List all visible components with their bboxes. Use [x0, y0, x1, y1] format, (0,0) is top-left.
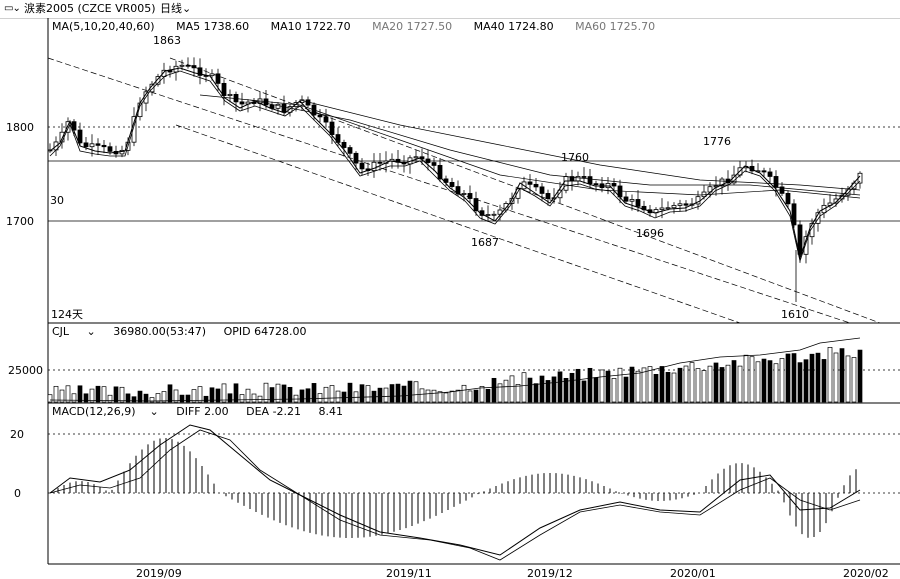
chart-icon[interactable]: ▭⌄ [4, 3, 21, 14]
ma20-value: MA20 1727.50 [372, 20, 453, 33]
macd-histogram [51, 438, 857, 538]
ma10-value: MA10 1722.70 [270, 20, 351, 33]
days-count: 124天 [51, 308, 83, 321]
macd-lines [49, 424, 861, 561]
x-label-3: 2020/01 [670, 567, 716, 579]
diff-value: DIFF 2.00 [176, 405, 229, 418]
price-tick-1800: 1800 [6, 121, 34, 134]
annotation-low1: 1687 [471, 236, 499, 249]
ma-indicator-label[interactable]: MA(5,10,20,40,60) [52, 20, 155, 33]
macd-value: 8.41 [318, 405, 344, 418]
ma-legend: MA(5,10,20,40,60) MA5 1738.60 MA10 1722.… [52, 20, 673, 33]
volume-value: 36980.00(53:47) [113, 325, 207, 338]
macd-indicator-label[interactable]: MACD(12,26,9) ⌄ [52, 405, 159, 418]
annotation-low3: 1610 [781, 308, 809, 321]
moving-average-lines [49, 67, 861, 263]
volume-tick: 25000 [8, 364, 43, 377]
chevron-down-icon: ⌄ [182, 2, 192, 15]
volume-bars [47, 337, 863, 403]
volume-legend: CJL ⌄ 36980.00(53:47) OPID 64728.00 [52, 325, 321, 338]
toolbar: ▭⌄ 涙素2005 (CZCE VR005) 日线⌄ [0, 0, 900, 19]
dea-value: DEA -2.21 [246, 405, 302, 418]
instrument-title[interactable]: 涙素2005 (CZCE VR005) [24, 2, 156, 15]
annotation-mid1: 1760 [561, 151, 589, 164]
macd-legend: MACD(12,26,9) ⌄ DIFF 2.00 DEA -2.21 8.41 [52, 405, 357, 418]
annotation-low2: 1696 [636, 227, 664, 240]
candlestick-series [47, 57, 863, 302]
x-label-0: 2019/09 [136, 567, 182, 579]
x-label-1: 2019/11 [386, 567, 432, 579]
price-tick-1700: 1700 [6, 215, 34, 228]
x-label-4: 2020/02 [843, 567, 889, 579]
period-label: 日线 [160, 2, 182, 15]
annotation-high: 1863 [153, 34, 181, 47]
macd-tick-0: 0 [14, 487, 21, 500]
ma60-value: MA60 1725.70 [575, 20, 656, 33]
annotation-high2: 1776 [703, 135, 731, 148]
ma40-value: MA40 1724.80 [473, 20, 554, 33]
left-edge-label: 30 [50, 194, 64, 207]
macd-tick-20: 20 [10, 428, 24, 441]
volume-indicator-label[interactable]: CJL ⌄ [52, 325, 96, 338]
opid-value: OPID 64728.00 [223, 325, 307, 338]
period-selector[interactable]: 日线⌄ [160, 0, 191, 18]
ma5-value: MA5 1738.60 [176, 20, 250, 33]
x-label-2: 2019/12 [527, 567, 573, 579]
